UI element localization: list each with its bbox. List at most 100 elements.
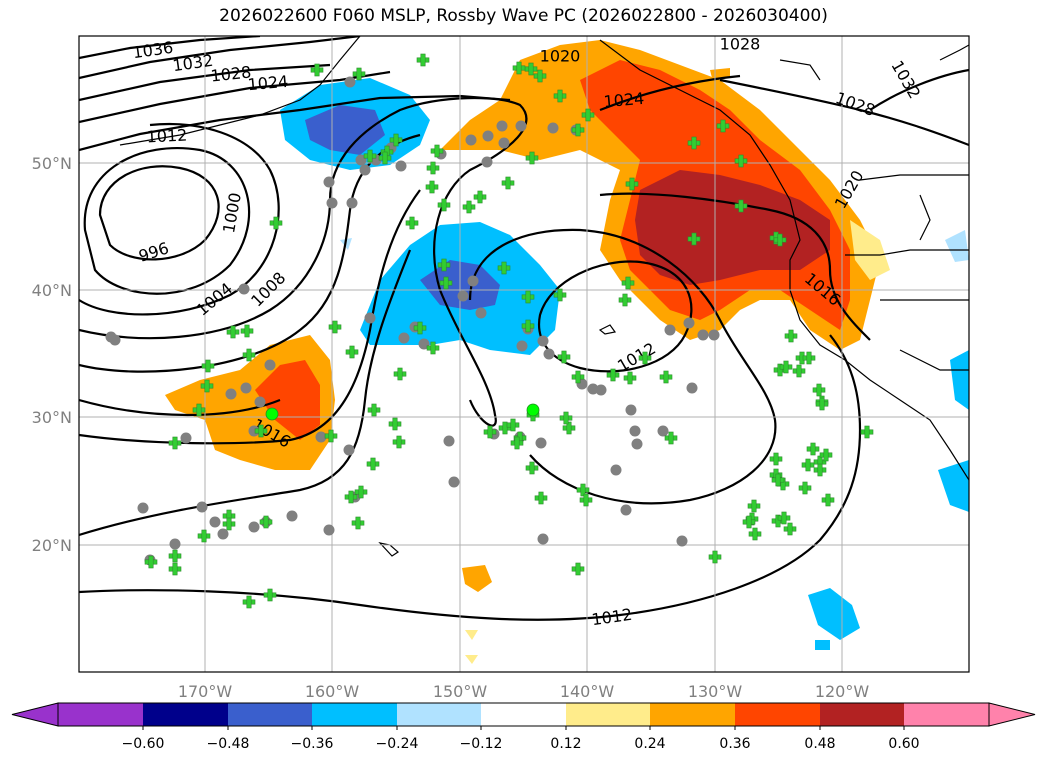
obs-circle-marker [169, 538, 181, 550]
obs-plus-marker [392, 435, 406, 449]
observation-markers [105, 53, 874, 609]
obs-plus-marker [521, 319, 535, 333]
colorbar-extend-max [988, 702, 1036, 727]
obs-plus-marker [389, 133, 403, 147]
obs-plus-marker [378, 151, 392, 165]
longitude-ticks: 170°W 160°W 150°W 140°W 130°W 120°W [178, 682, 870, 701]
obs-plus-marker [664, 431, 678, 445]
obs-plus-marker [557, 350, 571, 364]
obs-plus-marker [437, 258, 451, 272]
obs-circle-marker [209, 516, 221, 528]
obs-plus-marker [439, 276, 453, 290]
obs-plus-marker [512, 61, 526, 75]
obs-plus-marker [801, 458, 815, 472]
obs-circle-marker [629, 425, 641, 437]
obs-plus-marker [571, 370, 585, 384]
obs-plus-marker [352, 67, 366, 81]
lat-tick-label: 50°N [32, 154, 72, 173]
lat-tick-label: 40°N [32, 281, 72, 300]
map-title: 2026022600 F060 MSLP, Rossby Wave PC (20… [219, 6, 828, 26]
obs-circle-marker [196, 501, 208, 513]
obs-circle-marker [676, 535, 688, 547]
obs-plus-marker [388, 417, 402, 431]
obs-circle-marker [448, 476, 460, 488]
obs-circle-marker [686, 382, 698, 394]
obs-plus-marker [792, 364, 806, 378]
obs-plus-marker [779, 360, 793, 374]
lat-tick-label: 20°N [32, 536, 72, 555]
colorbar: −0.60 −0.48 −0.36 −0.24 −0.12 0.12 0.24 0.36 0.4… [11, 702, 1036, 752]
negative-anomaly-south [808, 230, 969, 650]
obs-plus-marker [144, 555, 158, 569]
obs-circle-marker [137, 502, 149, 514]
obs-circle-marker [664, 324, 676, 336]
colorbar-tick-label: 0.36 [719, 736, 750, 752]
obs-plus-marker [310, 63, 324, 77]
colorbar-frame [57, 702, 990, 727]
obs-plus-marker [777, 511, 791, 525]
obs-plus-marker [576, 483, 590, 497]
colorbar-extend-min [11, 702, 59, 727]
colorbar-segment [820, 703, 904, 726]
obs-circle-marker [286, 510, 298, 522]
obs-plus-marker [659, 370, 673, 384]
obs-plus-marker [201, 359, 215, 373]
obs-plus-marker [806, 442, 820, 456]
obs-circle-marker [708, 329, 720, 341]
obs-plus-marker [638, 351, 652, 365]
map-frame [78, 35, 970, 673]
isobar-label: 1028 [720, 35, 761, 54]
obs-plus-marker [813, 463, 827, 477]
obs-plus-marker [405, 216, 419, 230]
lat-tick-label: 30°N [32, 408, 72, 427]
obs-plus-marker [501, 176, 515, 190]
obs-plus-marker [623, 371, 637, 385]
obs-circle-marker [496, 120, 508, 132]
obs-plus-marker [821, 493, 835, 507]
obs-plus-marker [784, 329, 798, 343]
obs-circle-marker [323, 524, 335, 536]
obs-circle-marker [515, 120, 527, 132]
obs-circle-marker [482, 130, 494, 142]
obs-plus-marker [226, 325, 240, 339]
obs-plus-marker [242, 348, 256, 362]
obs-circle-marker [610, 464, 622, 476]
colorbar-segment [228, 703, 312, 726]
colorbar-tick-label: 0.48 [804, 736, 835, 752]
lon-tick-label: 160°W [305, 682, 360, 701]
obs-plus-marker [802, 351, 816, 365]
obs-plus-marker [625, 177, 639, 191]
isobar-label: 1020 [540, 47, 581, 66]
obs-circle-marker [398, 332, 410, 344]
obs-circle-marker [443, 435, 455, 447]
colorbar-tick-label: −0.60 [122, 736, 165, 752]
colorbar-segment [735, 703, 820, 726]
colorbar-tick-label: −0.48 [207, 736, 250, 752]
obs-circle-marker [697, 329, 709, 341]
obs-plus-marker [416, 53, 430, 67]
obs-plus-marker [812, 383, 826, 397]
obs-plus-marker [324, 429, 338, 443]
obs-plus-marker [533, 69, 547, 83]
colorbar-tick-label: −0.24 [376, 736, 419, 752]
obs-circle-marker [516, 340, 528, 352]
obs-circle-marker [254, 396, 266, 408]
colorbar-segment [312, 703, 397, 726]
obs-circle-marker [240, 382, 252, 394]
obs-highlight-marker [265, 407, 279, 421]
obs-plus-marker [168, 549, 182, 563]
obs-plus-marker [473, 190, 487, 204]
obs-plus-marker [687, 136, 701, 150]
colorbar-tick-label: 0.24 [634, 736, 665, 752]
obs-plus-marker [437, 198, 451, 212]
obs-circle-marker [481, 156, 493, 168]
obs-plus-marker [687, 232, 701, 246]
obs-circle-marker [248, 425, 260, 437]
obs-circle-marker [109, 334, 121, 346]
colorbar-segment [143, 703, 228, 726]
obs-plus-marker [748, 527, 762, 541]
obs-circle-marker [315, 431, 327, 443]
colorbar-segment [904, 703, 989, 726]
obs-plus-marker [571, 123, 585, 137]
